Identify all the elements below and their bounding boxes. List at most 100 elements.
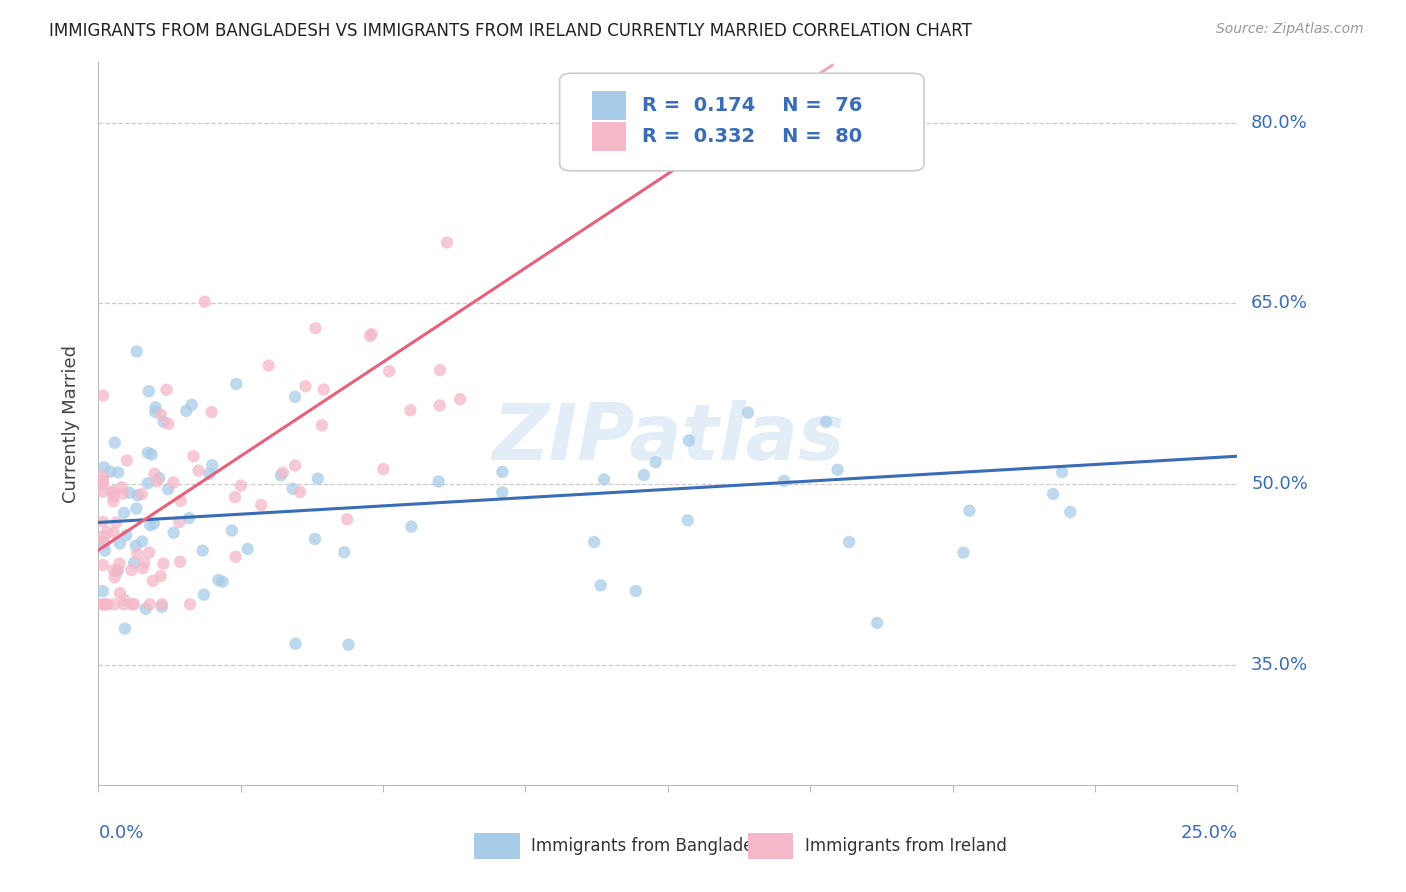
Point	[125, 344, 148, 359]
Point	[107, 466, 129, 480]
Point	[143, 467, 166, 481]
Point	[122, 598, 145, 612]
Point	[207, 573, 229, 587]
Point	[336, 512, 359, 526]
Point	[198, 467, 221, 481]
Point	[399, 403, 422, 417]
Point	[773, 474, 796, 488]
Point	[866, 615, 889, 630]
Point	[737, 406, 759, 420]
Point	[120, 563, 142, 577]
Point	[162, 475, 184, 490]
Point	[815, 415, 838, 429]
Point	[96, 524, 118, 539]
Point	[624, 584, 647, 599]
Point	[91, 558, 114, 573]
Point	[127, 547, 149, 561]
Point	[101, 485, 124, 500]
Point	[94, 543, 117, 558]
Point	[152, 415, 174, 429]
Point	[1042, 487, 1064, 501]
Point	[644, 455, 666, 469]
Point	[98, 465, 121, 479]
Point	[177, 511, 200, 525]
Point	[91, 598, 114, 612]
Point	[93, 534, 115, 549]
Point	[135, 602, 157, 616]
Text: 80.0%: 80.0%	[1251, 113, 1308, 132]
Point	[257, 359, 280, 373]
Point	[115, 528, 138, 542]
Point	[491, 465, 513, 479]
Point	[163, 525, 186, 540]
Point	[179, 598, 201, 612]
Point	[270, 468, 292, 483]
Point	[114, 622, 136, 636]
Point	[136, 476, 159, 491]
FancyBboxPatch shape	[474, 833, 520, 859]
FancyBboxPatch shape	[592, 91, 626, 120]
Point	[288, 485, 311, 500]
Point	[678, 434, 700, 448]
Point	[337, 638, 360, 652]
Point	[114, 592, 136, 607]
Point	[281, 482, 304, 496]
FancyBboxPatch shape	[592, 122, 626, 152]
Point	[118, 485, 141, 500]
Point	[952, 546, 974, 560]
Point	[304, 532, 326, 546]
FancyBboxPatch shape	[748, 833, 793, 859]
Point	[427, 475, 450, 489]
Point	[333, 545, 356, 559]
Point	[91, 484, 114, 499]
Point	[307, 472, 329, 486]
Point	[103, 490, 125, 504]
Point	[91, 477, 114, 491]
Text: 50.0%: 50.0%	[1251, 475, 1308, 493]
Point	[103, 494, 125, 508]
Point	[150, 599, 173, 614]
Point	[136, 446, 159, 460]
Point	[236, 541, 259, 556]
Point	[957, 504, 980, 518]
Point	[312, 383, 335, 397]
Point	[138, 545, 160, 559]
Point	[225, 376, 247, 391]
Point	[224, 490, 246, 504]
Point	[143, 405, 166, 419]
Point	[108, 586, 131, 600]
Point	[104, 435, 127, 450]
Point	[91, 474, 114, 488]
Point	[125, 539, 148, 553]
Point	[131, 487, 153, 501]
Point	[225, 549, 247, 564]
Point	[211, 574, 233, 589]
Point	[589, 578, 612, 592]
Point	[149, 569, 172, 583]
Text: IMMIGRANTS FROM BANGLADESH VS IMMIGRANTS FROM IRELAND CURRENTLY MARRIED CORRELAT: IMMIGRANTS FROM BANGLADESH VS IMMIGRANTS…	[49, 22, 972, 40]
Point	[150, 598, 173, 612]
Point	[157, 417, 180, 431]
Point	[633, 468, 655, 483]
Point	[429, 363, 451, 377]
Point	[229, 478, 252, 492]
Point	[93, 536, 115, 550]
Point	[91, 469, 114, 483]
Point	[122, 556, 145, 570]
Point	[125, 501, 148, 516]
Point	[304, 321, 326, 335]
Point	[583, 535, 606, 549]
Point	[93, 460, 115, 475]
Point	[169, 493, 191, 508]
Point	[107, 563, 129, 577]
Point	[111, 480, 134, 494]
Point	[169, 555, 191, 569]
FancyBboxPatch shape	[560, 73, 924, 171]
Point	[593, 472, 616, 486]
Point	[115, 453, 138, 467]
Point	[491, 485, 513, 500]
Point	[91, 598, 114, 612]
Point	[142, 574, 165, 588]
Point	[373, 462, 395, 476]
Text: R =  0.332    N =  80: R = 0.332 N = 80	[641, 128, 862, 146]
